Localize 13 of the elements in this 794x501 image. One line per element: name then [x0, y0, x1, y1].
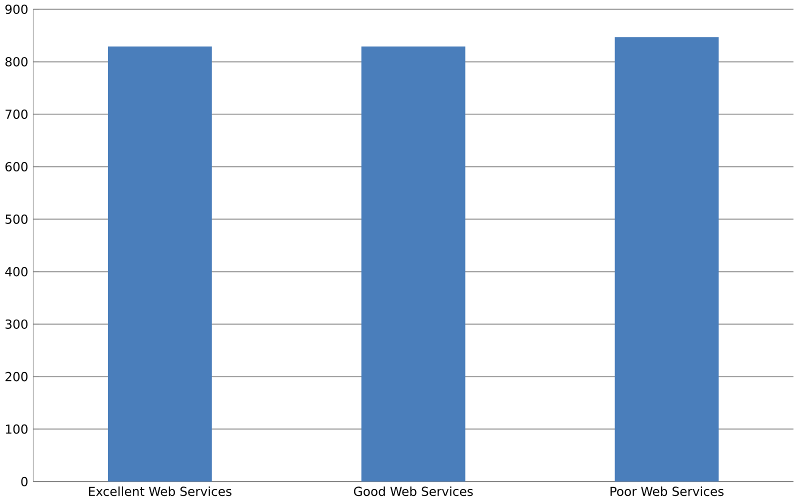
- y-tick-label: 300: [6, 320, 28, 330]
- y-tick-label: 100: [6, 424, 28, 434]
- y-tick-label: 400: [5, 267, 28, 277]
- y-tick-label: 500: [6, 214, 28, 224]
- y-tick-label: 700: [6, 110, 28, 120]
- x-tick-label: Good Web Services: [354, 486, 473, 496]
- y-tick-label: 600: [5, 162, 28, 172]
- y-tick-label: 900: [5, 4, 28, 14]
- x-tick-label: Excellent Web Services: [89, 486, 232, 496]
- y-tick-label: 200: [6, 372, 28, 382]
- x-tick-label: Poor Web Services: [610, 486, 724, 496]
- y-tick-label: 800: [5, 57, 28, 67]
- y-tick-label: 0: [21, 477, 28, 486]
